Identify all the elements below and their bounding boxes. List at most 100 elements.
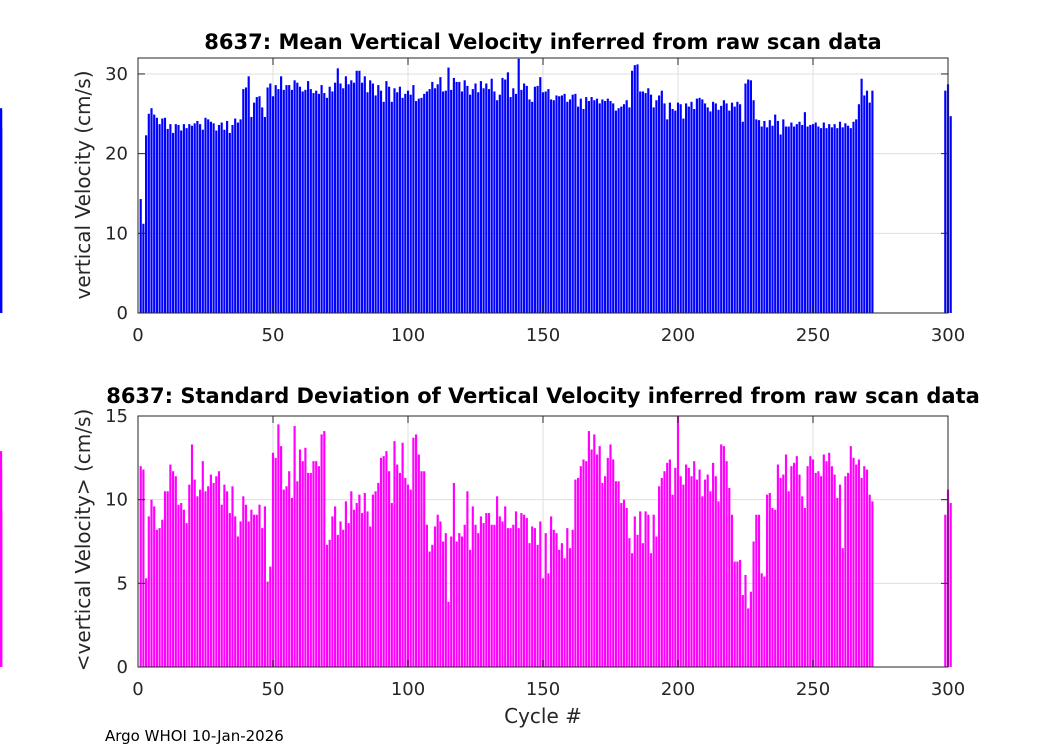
mean-bar <box>801 124 804 313</box>
stddev-bar <box>768 492 771 667</box>
stddev-bar <box>307 472 310 667</box>
stddev-bar <box>709 491 712 667</box>
mean-bar <box>620 106 623 313</box>
stddev-bar <box>776 464 779 667</box>
stddev-bar <box>674 467 677 667</box>
mean-bar <box>841 127 844 313</box>
mean-bar <box>585 97 588 313</box>
mean-bar <box>833 124 836 313</box>
stddev-bars <box>0 416 952 667</box>
mean-bar <box>420 97 423 313</box>
mean-bar <box>193 123 196 313</box>
mean-bar <box>485 83 488 313</box>
mean-bar <box>625 100 628 313</box>
mean-bar <box>679 104 682 313</box>
stddev-bar <box>196 496 199 667</box>
mean-bar <box>479 81 482 313</box>
mean-bar <box>668 102 671 314</box>
stddev-bar <box>844 476 847 667</box>
stddev-bar <box>609 444 612 667</box>
stddev-bar <box>390 503 393 667</box>
stddev-bar <box>404 477 407 667</box>
stddev-bar <box>401 442 404 667</box>
mean-bar <box>169 124 172 313</box>
mean-bar <box>363 76 366 313</box>
x-axis-label: Cycle # <box>504 704 582 728</box>
stddev-bar <box>604 476 607 667</box>
mean-bar <box>371 83 374 313</box>
stddev-bar <box>479 516 482 667</box>
stddev-bar <box>363 492 366 667</box>
stddev-bar <box>145 578 148 667</box>
mean-bar <box>558 96 561 313</box>
stddev-bar <box>774 509 777 667</box>
mean-bar <box>215 130 218 313</box>
stddev-bar <box>339 521 342 667</box>
stddev-bar <box>863 466 866 667</box>
stddev-bar <box>585 461 588 667</box>
mean-bar <box>663 103 666 313</box>
stddev-x-tick-label: 150 <box>526 679 560 700</box>
mean-bar <box>709 111 712 313</box>
stddev-bar <box>312 461 315 667</box>
stddev-bar <box>261 528 264 667</box>
stddev-bar <box>822 454 825 667</box>
mean-bar <box>436 84 439 313</box>
mean-x-tick-label: 300 <box>931 325 965 346</box>
stddev-x-tick-labels: 0 50 100 150 200 250 300 <box>132 679 965 700</box>
mean-bar <box>482 88 485 313</box>
stddev-bar <box>628 538 631 667</box>
mean-bar <box>595 98 599 313</box>
mean-bar <box>412 85 415 313</box>
mean-bar <box>793 126 796 313</box>
stddev-bar <box>749 591 752 667</box>
mean-bar <box>811 124 815 313</box>
stddev-bar <box>458 533 461 667</box>
stddev-bar <box>555 533 558 667</box>
mean-bar <box>720 105 723 313</box>
stddev-bar <box>180 503 183 667</box>
mean-bar <box>471 89 474 313</box>
mean-bar <box>315 90 318 313</box>
stddev-bar <box>344 501 347 667</box>
mean-bar <box>647 88 650 313</box>
mean-bar <box>263 116 266 313</box>
stddev-bar <box>142 469 145 667</box>
stddev-bar <box>838 484 842 667</box>
mean-bar <box>409 94 412 313</box>
stddev-bar <box>766 494 769 667</box>
stddev-bar <box>447 601 450 667</box>
stddev-bar <box>817 471 820 667</box>
stddev-bar <box>560 543 563 667</box>
mean-bar <box>147 113 150 313</box>
stddev-bar <box>865 469 869 667</box>
stddev-bar <box>509 528 512 667</box>
stddev-bar <box>347 523 350 667</box>
stddev-bar <box>701 496 704 667</box>
stddev-bar <box>236 536 239 667</box>
stddev-bar <box>228 513 231 667</box>
stddev-bar <box>771 508 774 667</box>
stddev-bar <box>579 466 582 667</box>
stddev-bar <box>760 573 763 667</box>
mean-bar <box>552 100 555 313</box>
mean-bar <box>655 100 658 313</box>
mean-bar <box>242 89 245 313</box>
stddev-bar <box>644 511 647 667</box>
stddev-bar <box>201 461 204 667</box>
stddev-bar <box>439 521 442 667</box>
stddev-bar <box>720 444 723 667</box>
mean-bar <box>757 120 761 313</box>
stddev-bar <box>803 508 806 667</box>
mean-y-axis-label: vertical Velocity (cm/s) <box>71 71 95 300</box>
mean-bar <box>566 101 569 313</box>
stddev-bar <box>531 526 534 667</box>
mean-bar <box>612 103 615 313</box>
stddev-bar <box>323 431 326 667</box>
stddev-bar <box>558 549 561 667</box>
mean-bar <box>336 68 339 313</box>
stddev-bar <box>493 524 496 667</box>
stddev-bar <box>172 471 175 667</box>
stddev-x-tick-label: 100 <box>391 679 425 700</box>
mean-bar <box>261 107 264 313</box>
